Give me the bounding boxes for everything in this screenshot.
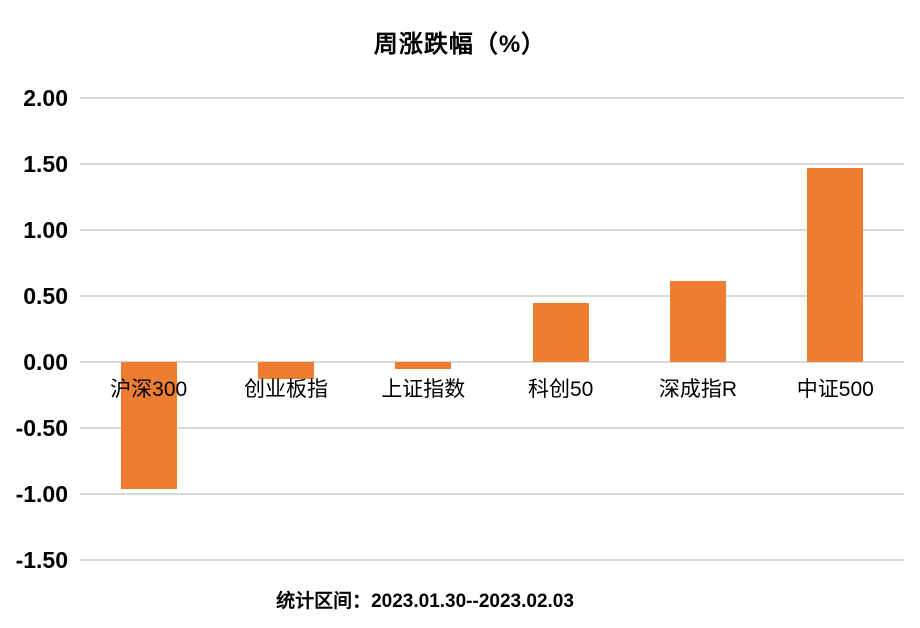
chart-title: 周涨跌幅（%） — [373, 31, 547, 58]
gridline-0.50 — [80, 295, 904, 297]
gridline-1.00 — [80, 229, 904, 231]
bar-创业板指 — [258, 362, 314, 380]
category-label-上证指数: 上证指数 — [381, 378, 466, 401]
bar-科创50 — [532, 302, 589, 362]
gridline--1.00 — [80, 493, 904, 495]
y-tick-label: 1.50 — [23, 151, 68, 177]
bar-深成指R — [670, 281, 726, 362]
y-tick-label: 2.00 — [23, 85, 68, 111]
gridline-0.00 — [80, 361, 904, 363]
bar-沪深300 — [120, 362, 177, 489]
category-label-沪深300: 沪深300 — [110, 378, 188, 401]
y-tick-label: 1.00 — [23, 217, 68, 243]
gridline--0.50 — [80, 427, 904, 429]
plot-area: 沪深300 创业板指 上证指数 科创50 深成指R 中证500 — [80, 97, 904, 561]
y-tick-label: 0.50 — [23, 283, 68, 309]
gridline-2.00 — [80, 97, 904, 99]
bar-上证指数 — [395, 362, 452, 369]
y-tick-label: -1.50 — [15, 547, 68, 573]
y-tick-label: 0.00 — [23, 349, 68, 375]
gridline--1.50 — [80, 559, 904, 561]
category-label-创业板指: 创业板指 — [243, 378, 328, 401]
category-label-科创50: 科创50 — [527, 378, 594, 401]
category-label-深成指R: 深成指R — [658, 378, 738, 401]
gridline-1.50 — [80, 163, 904, 165]
bar-中证500 — [807, 167, 864, 362]
category-label-中证500: 中证500 — [796, 378, 874, 401]
y-tick-label: -0.50 — [15, 415, 68, 441]
chart-footer-period: 统计区间：2023.01.30--2023.02.03 — [276, 591, 574, 612]
y-tick-label: -1.00 — [15, 481, 68, 507]
